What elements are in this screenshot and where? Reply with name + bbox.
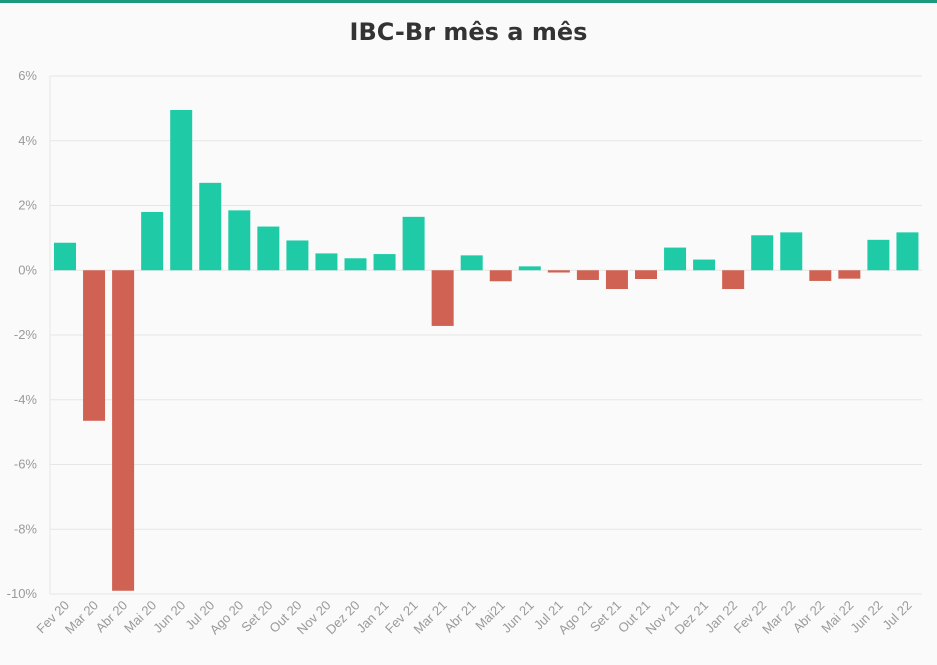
bar	[547, 270, 570, 273]
bar	[170, 109, 193, 271]
bar	[54, 242, 76, 271]
bar	[896, 232, 919, 271]
x-tick-label: Jul 22	[879, 598, 914, 633]
bar	[112, 270, 135, 591]
y-tick-label: 0%	[18, 262, 37, 277]
x-tick-label: Jun 21	[499, 598, 537, 636]
y-tick-label: 4%	[18, 133, 37, 148]
bar	[286, 240, 309, 271]
bar	[635, 270, 657, 279]
bar	[693, 259, 716, 271]
x-tick-label: Mar 20	[62, 598, 101, 637]
x-tick-label: Mai 22	[818, 598, 856, 636]
x-tick-label: Jun 20	[150, 598, 188, 636]
bar	[315, 253, 338, 271]
bar	[576, 270, 599, 280]
bar	[431, 270, 454, 326]
bar	[838, 270, 861, 279]
bar	[722, 270, 745, 290]
bar	[664, 247, 687, 271]
bar	[867, 239, 890, 271]
bar	[228, 210, 251, 271]
bar	[199, 182, 222, 271]
bars	[54, 109, 919, 591]
y-tick-label: -6%	[14, 457, 38, 472]
bar	[460, 255, 483, 271]
bar	[257, 226, 280, 271]
x-tick-label: Jun 22	[847, 598, 885, 636]
bar	[518, 266, 541, 271]
bar	[373, 254, 396, 271]
bar	[809, 270, 832, 281]
bar	[605, 270, 628, 290]
bar	[751, 235, 774, 271]
y-tick-label: -2%	[14, 327, 38, 342]
y-tick-label: -10%	[7, 586, 38, 601]
x-tick-label: Mar 21	[411, 598, 450, 637]
y-tick-label: 6%	[18, 68, 37, 83]
bar	[83, 270, 106, 421]
bar	[489, 270, 512, 282]
top-accent-bar	[0, 0, 937, 3]
bar	[344, 258, 367, 271]
y-axis-labels: 6% 4% 2% 0% -2% -4% -6% -8% -10%	[7, 68, 38, 601]
y-tick-label: 2%	[18, 198, 37, 213]
x-tick-label: Mar 22	[759, 598, 798, 637]
x-tick-label: Mai 20	[121, 598, 159, 636]
bar	[402, 216, 425, 271]
gridlines	[49, 75, 922, 595]
y-tick-label: -4%	[14, 392, 38, 407]
bar	[141, 211, 164, 271]
bar	[780, 232, 803, 271]
y-tick-label: -8%	[14, 521, 38, 536]
chart-title: IBC-Br mês a mês	[349, 18, 588, 46]
x-tick-label: Abr 21	[441, 598, 479, 636]
